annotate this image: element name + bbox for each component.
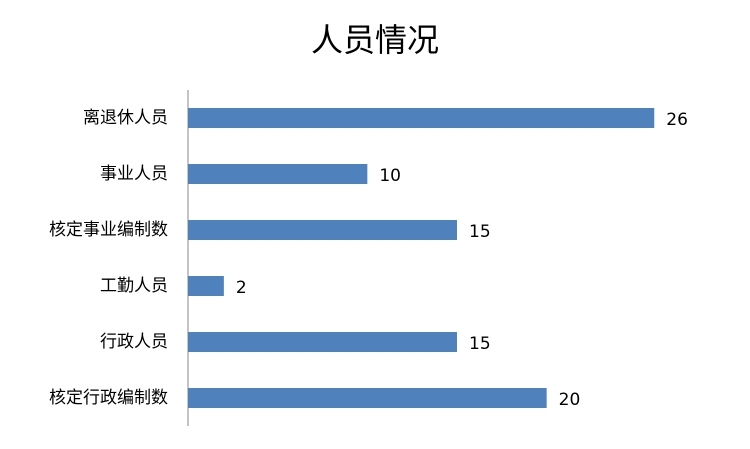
- bar: [188, 332, 457, 352]
- bar: [188, 388, 547, 408]
- bar: [188, 220, 457, 240]
- value-label: 2: [236, 278, 247, 298]
- y-tick-label: 事业人员: [100, 164, 168, 184]
- value-label: 10: [379, 166, 401, 186]
- bar: [188, 108, 655, 128]
- bar: [188, 164, 368, 184]
- y-tick-label: 核定事业编制数: [49, 220, 168, 240]
- value-label: 26: [666, 110, 688, 130]
- value-label: 15: [469, 222, 491, 242]
- y-tick-label: 工勤人员: [100, 276, 168, 296]
- value-label: 15: [469, 334, 491, 354]
- bar: [188, 276, 224, 296]
- chart-title: 人员情况: [311, 21, 439, 59]
- y-tick-label: 核定行政编制数: [49, 388, 168, 408]
- value-label: 20: [559, 390, 581, 410]
- y-tick-label: 离退休人员: [83, 108, 168, 128]
- y-tick-label: 行政人员: [100, 332, 168, 352]
